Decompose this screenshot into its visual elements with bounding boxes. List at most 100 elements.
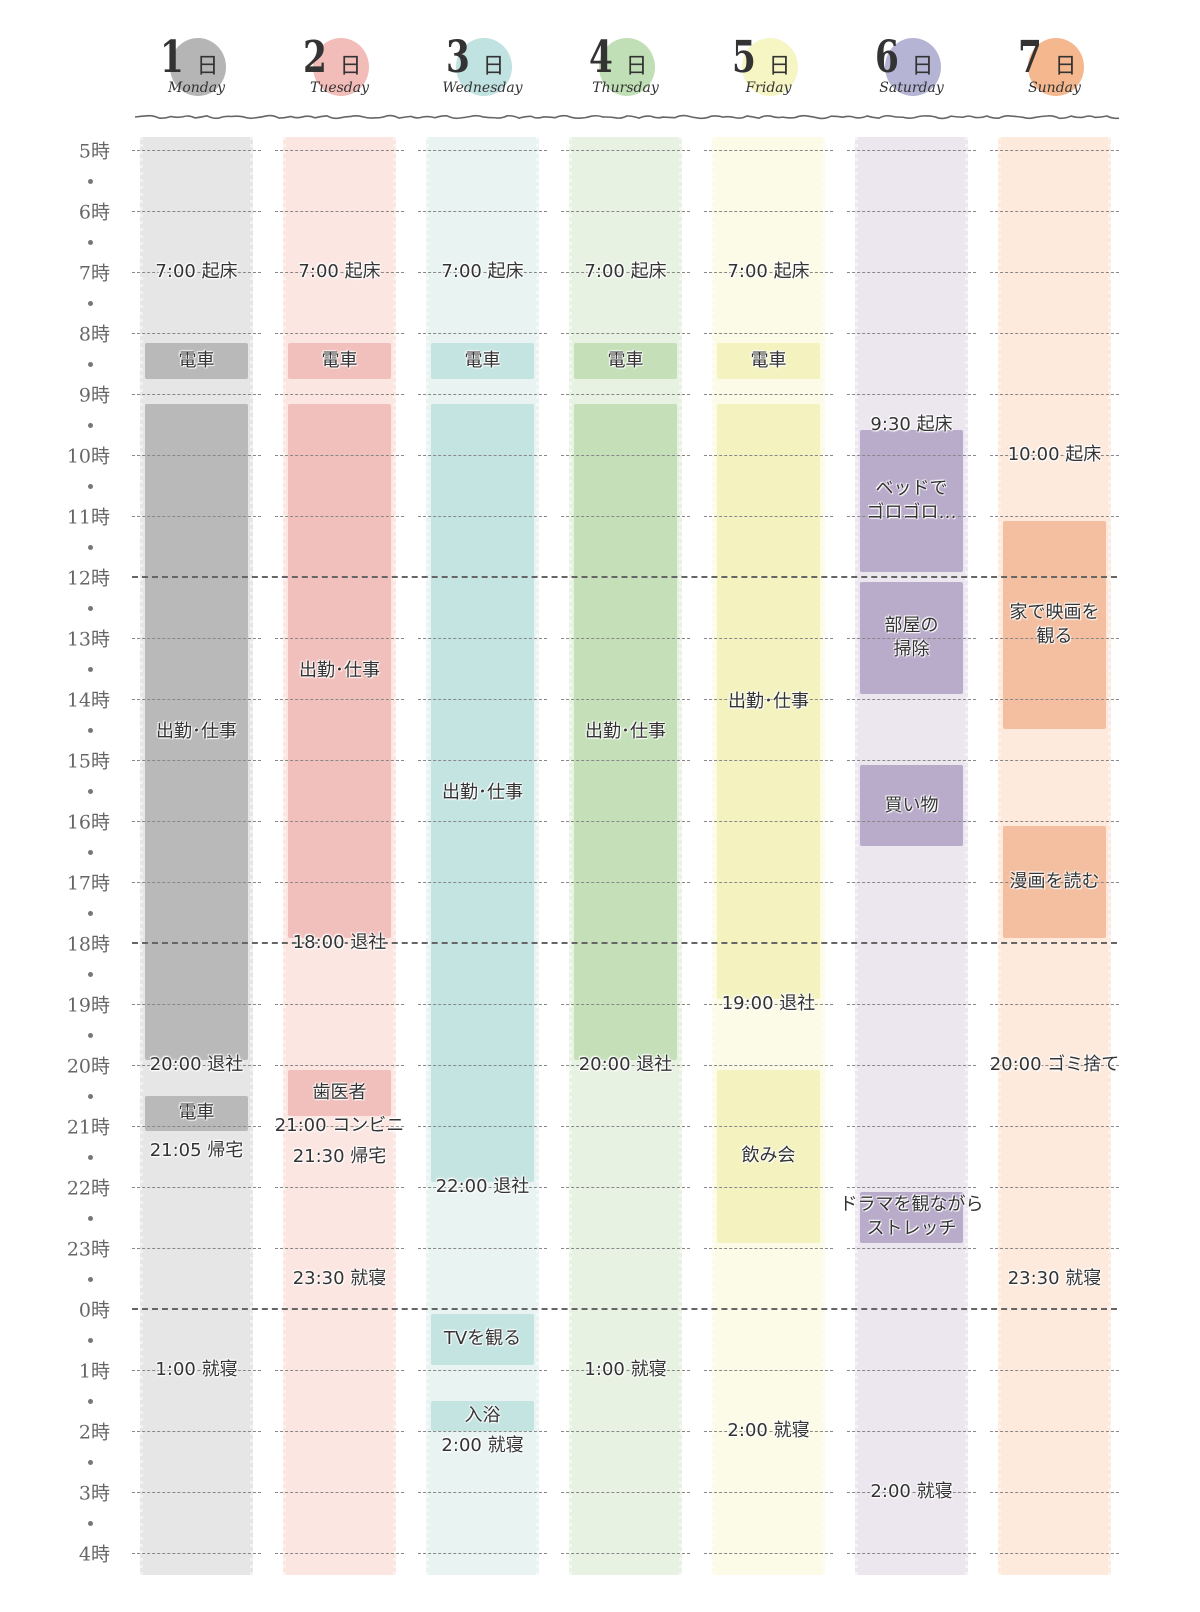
hour-line: [990, 699, 1119, 700]
hour-line: [847, 1248, 976, 1249]
schedule-block[interactable]: 漫画を読む: [1003, 826, 1106, 938]
hour-line: [847, 1553, 976, 1554]
schedule-block[interactable]: ドラマを観ながら ストレッチ: [840, 1192, 984, 1243]
hour-line: [847, 699, 976, 700]
hour-line: [990, 760, 1119, 761]
hour-line: [561, 1553, 690, 1554]
hour-line: [418, 211, 547, 212]
hour-line: [704, 1065, 833, 1066]
schedule-block-label: 出勤･仕事: [299, 660, 380, 682]
hour-line: [704, 1492, 833, 1493]
hour-line: [561, 333, 690, 334]
schedule-block[interactable]: 出勤･仕事: [717, 404, 820, 999]
hour-label: 6時: [78, 201, 110, 224]
half-hour-dot: [88, 1337, 93, 1343]
schedule-event-label: 2:00 就寝: [441, 1435, 524, 1457]
hour-line: [275, 455, 404, 456]
hour-line: [561, 455, 690, 456]
hour-line: [847, 211, 976, 212]
schedule-block[interactable]: 出勤･仕事: [288, 404, 391, 938]
hour-line: [418, 1492, 547, 1493]
hour-line: [561, 394, 690, 395]
hour-line: [990, 821, 1119, 822]
schedule-block[interactable]: 飲み会: [717, 1070, 820, 1243]
hour-line: [275, 1187, 404, 1188]
half-hour-dot: [88, 1154, 93, 1160]
hour-label: 13時: [66, 628, 110, 651]
day-circle: [598, 38, 655, 96]
schedule-block-label: 電車: [607, 349, 644, 371]
half-hour-dot: [88, 544, 93, 550]
schedule-block-label: 歯医者: [312, 1081, 367, 1103]
hour-line: [132, 1492, 261, 1493]
half-hour-dot: [88, 971, 93, 977]
schedule-event-label: 9:30 起床: [870, 413, 953, 435]
schedule-block[interactable]: 買い物: [860, 765, 963, 847]
hour-label: 11時: [66, 506, 110, 529]
day-circle: [1027, 38, 1084, 96]
hour-line: [704, 1004, 833, 1005]
schedule-event-label: 20:00 退社: [578, 1054, 673, 1075]
schedule-block[interactable]: 部屋の 掃除: [860, 582, 963, 694]
hour-line: [990, 1370, 1119, 1371]
hour-line: [418, 1370, 547, 1371]
day-circle: [741, 38, 798, 96]
schedule-block-label: 漫画を読む: [1009, 870, 1100, 892]
day-number: 3: [445, 32, 470, 83]
hour-line: [275, 1370, 404, 1371]
half-hour-dot: [88, 422, 93, 428]
schedule-block[interactable]: 電車: [288, 343, 391, 379]
day-number: 5: [731, 32, 756, 83]
half-hour-dot: [88, 239, 93, 245]
day-number: 7: [1017, 32, 1042, 83]
schedule-block-label: 飲み会: [741, 1145, 796, 1167]
schedule-block[interactable]: 電車: [431, 343, 534, 379]
hour-line: [132, 211, 261, 212]
hour-line: [847, 1492, 976, 1493]
schedule-event-label: 21:00 コンビニ: [274, 1115, 405, 1136]
schedule-block-label: 出勤･仕事: [156, 721, 237, 743]
hour-label: 8時: [78, 323, 110, 346]
hour-line: [275, 1248, 404, 1249]
schedule-block[interactable]: TVを観る: [431, 1314, 534, 1365]
half-hour-dot: [88, 788, 93, 794]
schedule-block[interactable]: 出勤･仕事: [431, 404, 534, 1182]
schedule-block[interactable]: 電車: [145, 1095, 248, 1132]
schedule-block[interactable]: 電車: [574, 343, 677, 379]
hour-label: 3時: [78, 1482, 110, 1505]
weekday-label: Tuesday: [309, 80, 370, 96]
day-header: 3 日 Wednesday: [413, 30, 553, 105]
weekday-label: Wednesday: [442, 80, 523, 96]
half-hour-dot: [88, 1276, 93, 1282]
hour-line: [275, 1492, 404, 1493]
hour-line: [132, 333, 261, 334]
hour-line: [418, 394, 547, 395]
half-hour-dot: [88, 1520, 93, 1526]
hour-line: [275, 638, 404, 639]
major-hour-line: [132, 1308, 1117, 1310]
hour-line: [704, 1187, 833, 1188]
hour-line: [132, 1370, 261, 1371]
schedule-block[interactable]: 出勤･仕事: [574, 404, 677, 1060]
hour-line: [561, 1431, 690, 1432]
schedule-event-label: 23:30 就寝: [1007, 1267, 1102, 1289]
hour-line: [561, 882, 690, 883]
hour-label: 14時: [66, 689, 110, 712]
hour-line: [990, 1492, 1119, 1493]
hour-line: [847, 1065, 976, 1066]
schedule-block[interactable]: 歯医者: [288, 1070, 391, 1116]
hour-line: [275, 272, 404, 273]
schedule-block[interactable]: 電車: [145, 343, 248, 379]
schedule-block[interactable]: ベッドで ゴロゴロ…: [860, 429, 963, 572]
hour-line: [132, 882, 261, 883]
day-suffix: 日: [339, 54, 362, 79]
day-header: 2 日 Tuesday: [270, 30, 410, 105]
hour-line: [132, 1004, 261, 1005]
hour-line: [418, 699, 547, 700]
schedule-block[interactable]: 入浴: [431, 1400, 534, 1431]
hour-label: 23時: [66, 1238, 110, 1261]
schedule-block[interactable]: 電車: [717, 343, 820, 379]
schedule-block[interactable]: 出勤･仕事: [145, 404, 248, 1060]
hour-line: [847, 516, 976, 517]
schedule-block[interactable]: 家で映画を 観る: [1003, 521, 1106, 730]
